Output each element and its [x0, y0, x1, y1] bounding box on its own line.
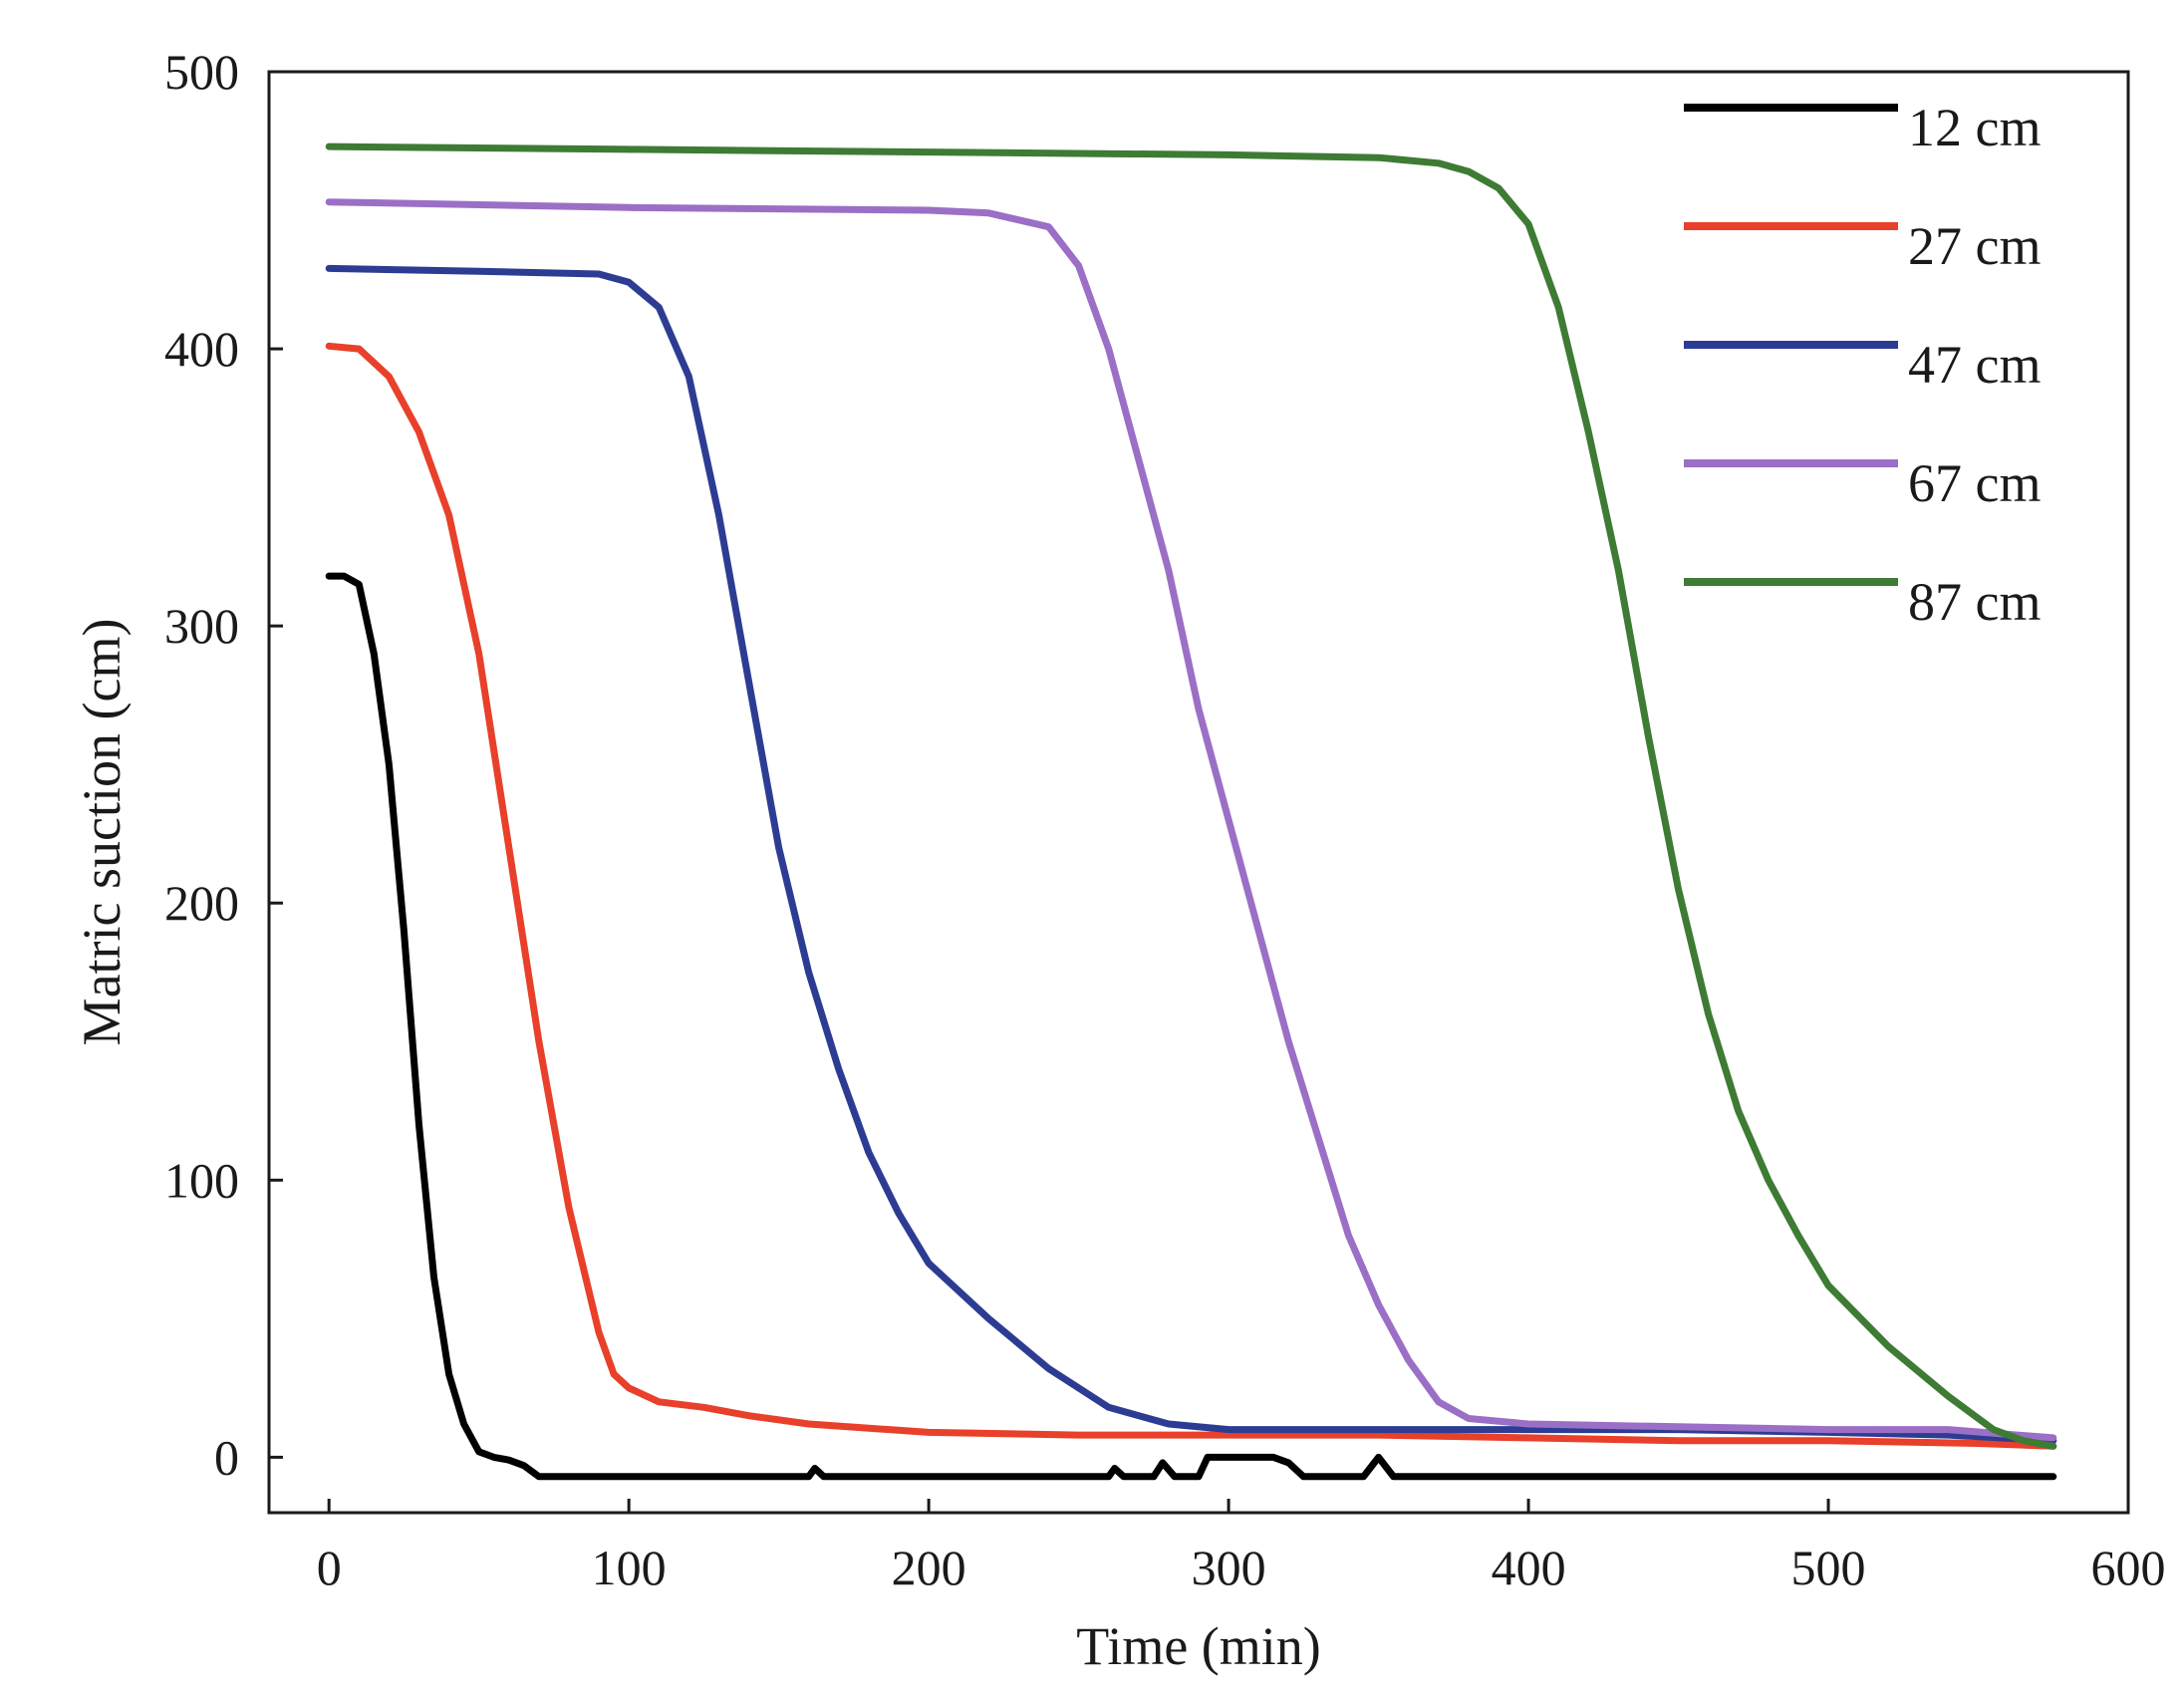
x-tick-label: 400 — [1492, 1540, 1566, 1595]
legend-label: 27 cm — [1908, 216, 2041, 276]
legend-label: 12 cm — [1908, 98, 2041, 157]
series-line-47-cm — [325, 264, 2057, 1445]
legend-label: 47 cm — [1908, 335, 2041, 395]
y-tick-label: 500 — [164, 44, 239, 100]
y-tick-label: 100 — [164, 1152, 239, 1208]
legend-label: 67 cm — [1908, 453, 2041, 513]
series-layer — [325, 142, 2057, 1481]
y-tick-label: 200 — [164, 875, 239, 931]
y-axis-ticks: 0 100 200 300 400 500 — [164, 44, 283, 1485]
y-axis-title: Matric suction (cm) — [72, 619, 132, 1046]
x-tick-label: 600 — [2091, 1540, 2166, 1595]
x-axis-ticks: 0 100 200 300 400 500 600 — [317, 1499, 2166, 1595]
y-tick-label: 400 — [164, 321, 239, 377]
series-line-67-cm — [325, 198, 2057, 1442]
legend: 12 cm 27 cm 47 cm 67 cm 87 cm — [1684, 98, 2041, 632]
x-axis-title: Time (min) — [1076, 1616, 1321, 1676]
x-tick-label: 500 — [1791, 1540, 1866, 1595]
legend-label: 87 cm — [1908, 572, 2041, 632]
y-tick-label: 0 — [214, 1429, 239, 1485]
y-tick-label: 300 — [164, 598, 239, 654]
series-line-87-cm — [325, 142, 2057, 1450]
x-tick-label: 300 — [1192, 1540, 1266, 1595]
series-line-27-cm — [325, 342, 2057, 1450]
x-tick-label: 200 — [892, 1540, 966, 1595]
plot-area-frame — [267, 70, 2130, 1515]
series-line-12-cm — [325, 572, 2057, 1481]
x-tick-label: 100 — [592, 1540, 667, 1595]
x-tick-label: 0 — [317, 1540, 342, 1595]
